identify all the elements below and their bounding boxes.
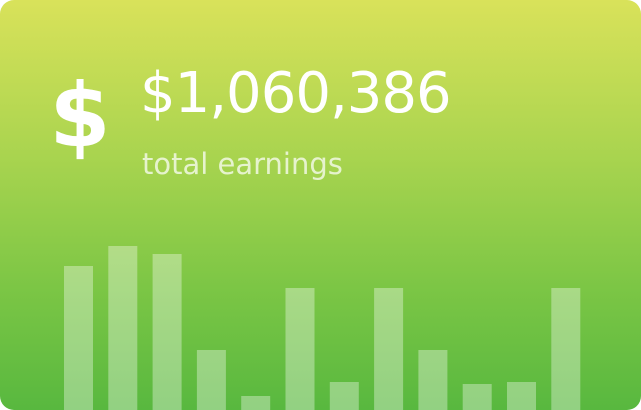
dollar-sign-icon: $: [49, 64, 111, 167]
earnings-bar-7: [329, 382, 359, 410]
earnings-bar-2: [108, 246, 138, 410]
earnings-bar-12: [551, 288, 581, 410]
earnings-bar-3: [152, 254, 182, 410]
earnings-bar-9: [418, 350, 448, 410]
earnings-bar-1: [64, 266, 93, 410]
earnings-bar-8: [374, 288, 404, 410]
earnings-bar-6: [285, 288, 315, 410]
total-earnings-label: total earnings: [142, 147, 343, 181]
earnings-bar-11: [507, 382, 536, 410]
earnings-bar-5: [241, 396, 271, 410]
earnings-bar-4: [196, 350, 226, 410]
earnings-bar-10: [462, 384, 492, 410]
total-earnings-amount: $1,060,386: [140, 61, 452, 126]
